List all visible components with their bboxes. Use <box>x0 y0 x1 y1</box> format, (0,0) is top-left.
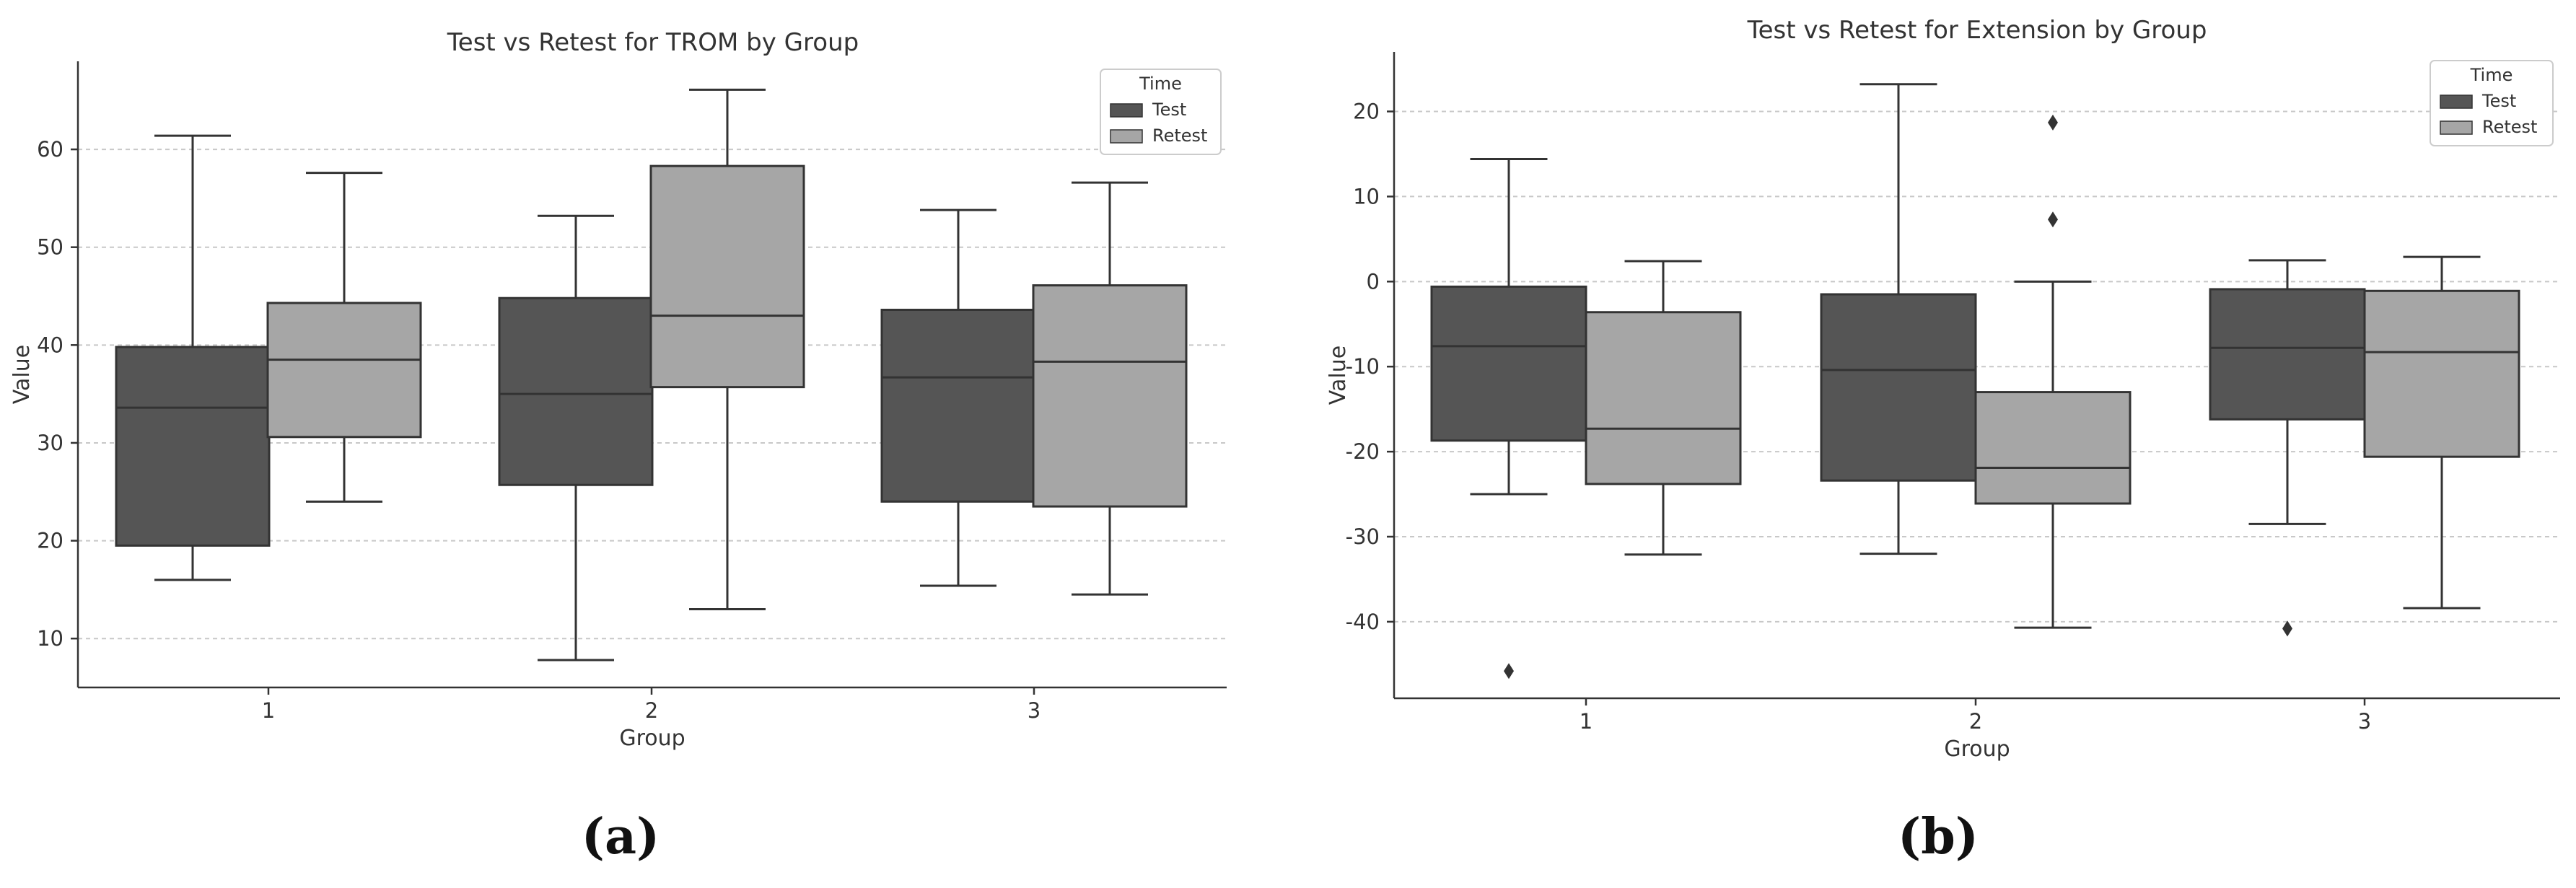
legend-label-retest: Retest <box>1152 126 1207 146</box>
outlier-test-3 <box>2282 620 2292 637</box>
legend-title: Time <box>1139 74 1182 94</box>
y-tick-label: 60 <box>37 137 63 162</box>
y-tick-label: 0 <box>1367 269 1380 294</box>
box-test-group-2 <box>1820 293 1977 482</box>
y-tick-label: 50 <box>37 235 63 260</box>
y-axis-label: Value <box>9 345 35 404</box>
legend-label-retest: Retest <box>2482 117 2537 137</box>
box-test-group-2 <box>498 296 654 486</box>
x-tick-label: 1 <box>262 698 275 723</box>
x-axis-label: Group <box>619 726 685 751</box>
box-test-group-1 <box>115 346 271 547</box>
box-test-group-3 <box>2209 288 2366 421</box>
outlier-retest-2 <box>2048 114 2058 131</box>
box-retest-group-2 <box>1974 391 2132 505</box>
x-tick-label: 3 <box>2358 709 2371 734</box>
x-tick-label: 1 <box>1580 709 1593 734</box>
x-tick-label: 2 <box>1969 709 1982 734</box>
box-retest-group-3 <box>1032 284 1188 508</box>
y-tick-label: -30 <box>1346 524 1380 549</box>
y-tick-label: 10 <box>37 626 63 651</box>
legend-label-test: Test <box>1152 100 1186 120</box>
box-retest-group-2 <box>649 164 805 389</box>
box-test-group-3 <box>880 308 1036 503</box>
x-axis-label: Group <box>1944 737 2010 762</box>
legend-swatch-retest <box>2440 120 2473 135</box>
y-tick-label: 10 <box>1353 184 1380 208</box>
outlier-retest-2 <box>2048 211 2058 228</box>
y-tick-label: -20 <box>1346 439 1380 464</box>
panel-label-a: (a) <box>581 808 660 866</box>
x-tick-label: 3 <box>1028 698 1041 723</box>
y-tick-label: 30 <box>37 431 63 455</box>
outlier-test-1 <box>1504 663 1514 680</box>
legend-title: Time <box>2470 65 2513 85</box>
chart-title: Test vs Retest for Extension by Group <box>1747 16 2207 45</box>
legend-swatch-test <box>1110 103 1143 118</box>
legend-swatch-retest <box>1110 129 1143 144</box>
x-tick-label: 2 <box>645 698 658 723</box>
box-test-group-1 <box>1430 285 1587 442</box>
legend-label-test: Test <box>2481 91 2516 111</box>
y-axis-label: Value <box>1326 346 1351 405</box>
legend-swatch-test <box>2440 94 2473 109</box>
box-retest-group-1 <box>266 302 422 439</box>
y-tick-label: 40 <box>37 333 63 357</box>
chart-title: Test vs Retest for TROM by Group <box>447 28 859 57</box>
box-retest-group-3 <box>2363 289 2520 458</box>
y-tick-label: -40 <box>1346 610 1380 634</box>
y-tick-label: 20 <box>37 529 63 553</box>
y-tick-label: -10 <box>1346 354 1380 379</box>
box-retest-group-1 <box>1585 311 1742 485</box>
y-tick-label: 20 <box>1353 100 1380 124</box>
panel-label-b: (b) <box>1898 808 1979 866</box>
